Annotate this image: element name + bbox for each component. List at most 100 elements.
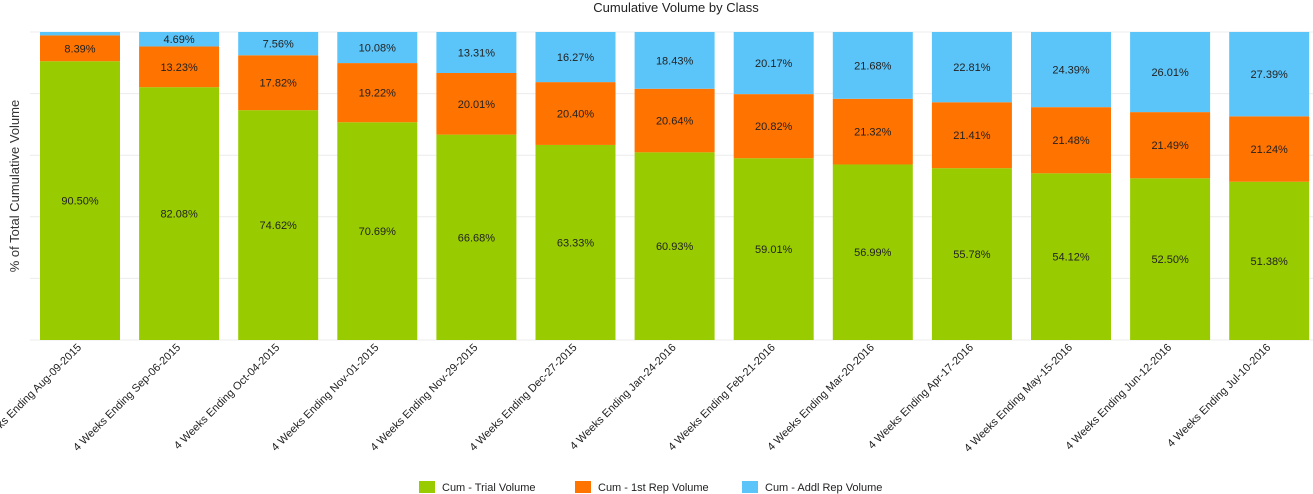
x-tick-label: 4 Weeks Ending Dec-27-2015 xyxy=(468,342,580,454)
legend: Cum - Trial Volume Cum - 1st Rep Volume Cu… xyxy=(419,481,882,494)
data-label: 8.39% xyxy=(64,43,95,55)
data-label: 7.56% xyxy=(263,39,294,51)
bar-segment xyxy=(436,32,517,73)
data-label: 21.48% xyxy=(1052,135,1090,147)
bar-stack: 63.33% 20.40% 16.27% xyxy=(535,32,616,340)
legend-label: Cum - Addl Rep Volume xyxy=(765,482,882,494)
x-tick-label: 4 Weeks Ending Sep-06-2015 xyxy=(71,342,183,454)
data-label: 16.27% xyxy=(557,52,595,64)
data-label: 54.12% xyxy=(1052,252,1090,264)
bar-stack: 66.68% 20.01% 13.31% xyxy=(436,32,517,340)
data-label: 63.33% xyxy=(557,237,595,249)
bar-stack: 60.93% 20.64% 18.43% xyxy=(634,32,715,340)
legend-label: Cum - 1st Rep Volume xyxy=(598,482,709,494)
bar-segment xyxy=(436,134,517,340)
bar-segment xyxy=(733,94,814,159)
bar-segment xyxy=(1130,178,1211,340)
legend-swatch xyxy=(742,481,758,493)
data-label: 82.08% xyxy=(160,209,198,221)
bar-segment xyxy=(238,110,319,340)
x-tick-label: 4 Weeks Ending May-15-2016 xyxy=(962,342,1075,455)
bar-segment xyxy=(436,72,517,135)
bar-segment xyxy=(535,144,616,340)
x-tick-label: 4 Weeks Ending Oct-04-2015 xyxy=(172,342,282,452)
data-label: 21.24% xyxy=(1251,144,1289,156)
bar-segment xyxy=(238,55,319,111)
data-label: 21.49% xyxy=(1151,140,1189,152)
data-label: 90.50% xyxy=(61,196,99,208)
data-label: 4.69% xyxy=(163,34,194,46)
data-label: 56.99% xyxy=(854,247,892,259)
legend-label: Cum - Trial Volume xyxy=(442,482,536,494)
chart-title: Cumulative Volume by Class xyxy=(593,0,759,15)
data-label: 52.50% xyxy=(1151,254,1189,266)
x-tick-label: 4 Weeks Ending Feb-21-2016 xyxy=(666,342,778,454)
x-tick-label: 4 Weeks Ending Aug-09-2015 xyxy=(0,342,84,454)
bar-stack: 90.50% 8.39% xyxy=(40,32,120,340)
data-label: 20.64% xyxy=(656,116,694,128)
bar-segment xyxy=(733,32,814,95)
bar-segment xyxy=(931,102,1012,169)
data-label: 20.40% xyxy=(557,109,595,121)
bar-segment xyxy=(535,82,616,145)
data-label: 59.01% xyxy=(755,244,793,256)
bar-segment xyxy=(1130,32,1211,113)
data-label: 27.39% xyxy=(1251,69,1289,81)
data-label: 21.32% xyxy=(854,127,892,139)
bar-segment xyxy=(634,32,715,89)
bar-segment xyxy=(1031,173,1111,340)
x-tick-label: 4 Weeks Ending Jul-10-2016 xyxy=(1165,342,1273,450)
bar-segment xyxy=(1229,31,1310,117)
bar-segment xyxy=(238,32,319,56)
bar-segment xyxy=(1031,32,1111,108)
data-label: 60.93% xyxy=(656,241,694,253)
bar-segment xyxy=(931,32,1012,103)
y-axis-title: % of Total Cumulative Volume xyxy=(7,100,22,272)
data-label: 17.82% xyxy=(260,78,298,90)
data-label: 74.62% xyxy=(260,220,298,232)
data-label: 20.82% xyxy=(755,121,793,133)
x-tick-label: 4 Weeks Ending Apr-17-2016 xyxy=(866,342,976,452)
bar-stack: 52.50% 21.49% 26.01% xyxy=(1130,32,1211,340)
bar-segment xyxy=(139,46,220,88)
bar-stack: 51.38% 21.24% 27.39% xyxy=(1229,31,1310,340)
data-label: 20.01% xyxy=(458,99,496,111)
data-label: 13.23% xyxy=(160,62,198,74)
bar-segment xyxy=(40,32,120,36)
bar-segment xyxy=(337,63,418,123)
bar-stack: 82.08% 13.23% 4.69% xyxy=(139,32,220,340)
bar-segment xyxy=(40,61,120,340)
x-tick-label: 4 Weeks Ending Mar-20-2016 xyxy=(765,342,877,454)
bar-segment xyxy=(1229,116,1310,182)
bar-segment xyxy=(139,87,220,340)
bar-segment xyxy=(733,158,814,340)
legend-swatch xyxy=(575,481,591,493)
bar-stack: 70.69% 19.22% 10.08% xyxy=(337,32,418,340)
x-tick-label: 4 Weeks Ending Jun-12-2016 xyxy=(1063,342,1174,453)
bar-segment xyxy=(139,32,220,47)
bar-segment xyxy=(832,98,913,165)
data-label: 20.17% xyxy=(755,58,793,70)
data-label: 51.38% xyxy=(1251,256,1289,268)
data-label: 24.39% xyxy=(1052,65,1090,77)
bar-segment xyxy=(337,32,418,64)
bar-segment xyxy=(1229,181,1310,340)
data-label: 13.31% xyxy=(458,47,496,59)
data-label: 66.68% xyxy=(458,232,496,244)
data-label: 26.01% xyxy=(1151,67,1189,79)
bar-segment xyxy=(337,122,418,340)
x-tick-label: 4 Weeks Ending Jan-24-2016 xyxy=(568,342,679,453)
bar-segment xyxy=(931,168,1012,340)
data-label: 70.69% xyxy=(359,226,397,238)
x-tick-label: 4 Weeks Ending Nov-29-2015 xyxy=(368,342,480,454)
data-label: 21.68% xyxy=(854,60,892,72)
data-label: 22.81% xyxy=(953,62,991,74)
data-label: 10.08% xyxy=(359,43,397,55)
bar-stack: 56.99% 21.32% 21.68% xyxy=(832,32,913,340)
bar-segment xyxy=(1031,107,1111,174)
bar-segment xyxy=(1130,112,1211,179)
bar-stack: 55.78% 21.41% 22.81% xyxy=(931,32,1012,340)
bar-segment xyxy=(40,35,120,62)
